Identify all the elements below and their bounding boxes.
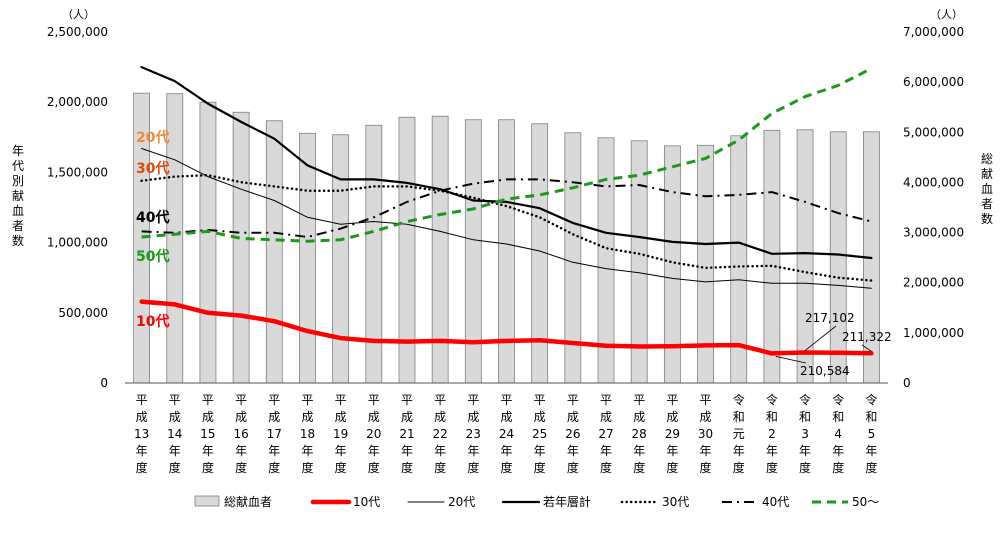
legend-label: 10代: [353, 495, 380, 509]
right-tick-label: 7,000,000: [903, 25, 964, 39]
legend-label: 30代: [662, 495, 689, 509]
x-tick-label: 平成 25 年度: [532, 393, 547, 475]
bar: [365, 124, 383, 384]
x-tick-label: 平成 16 年度: [233, 393, 248, 475]
bar: [763, 129, 781, 384]
bar: [332, 134, 350, 384]
line-series-group: [139, 65, 874, 356]
left-axis-label: 年代別献血者数: [12, 144, 24, 248]
inline-series-label: 10代: [136, 313, 169, 330]
right-tick-label: 4,000,000: [903, 175, 964, 189]
x-tick-label: 令和 3 年度: [799, 392, 811, 475]
x-tick-label: 平成 23 年度: [466, 393, 481, 475]
x-tick-label: 令和元年度: [733, 392, 745, 475]
inline-series-labels: 20代 30代 40代 50代 10代: [136, 129, 169, 330]
x-tick-label: 平成 29 年度: [665, 393, 680, 475]
leader-line: [775, 356, 807, 364]
legend: 総献血者 10代 20代 若年層計 30代 40代 50～: [194, 494, 879, 509]
bar: [199, 101, 217, 384]
right-tick-label: 0: [903, 376, 911, 390]
x-tick-label: 平成 22 年度: [433, 393, 448, 475]
x-tick-label: 平成 26 年度: [565, 393, 580, 475]
bar: [829, 131, 847, 384]
x-tick-label: 平成 18 年度: [300, 393, 315, 475]
series-line: [141, 148, 872, 289]
data-label: 210,584: [800, 364, 850, 378]
x-tick-label: 平成 27 年度: [598, 393, 613, 475]
x-tick-label: 平成 24 年度: [499, 393, 514, 475]
right-tick-label: 3,000,000: [903, 226, 964, 240]
x-axis-categories: 平成 13 年度 平成 14 年度 平成 15 年度 平成 16 年度 平成 17 年度 平成 18 年度 平成 19…: [134, 392, 877, 475]
x-tick-label: 平成 14 年度: [167, 393, 182, 475]
left-tick-label: 500,000: [58, 306, 108, 320]
data-label: 217,102: [805, 311, 855, 325]
legend-label: 若年層計: [543, 494, 591, 509]
x-tick-label: 令和 5 年度: [865, 392, 877, 475]
x-tick-label: 平成 21 年度: [399, 393, 414, 475]
left-tick-label: 0: [100, 376, 108, 390]
bar: [498, 119, 515, 384]
right-tick-label: 6,000,000: [903, 75, 964, 89]
left-tick-label: 1,500,000: [47, 165, 108, 179]
right-tick-label: 2,000,000: [903, 276, 964, 290]
legend-swatch: [194, 495, 220, 507]
legend-label: 20代: [448, 495, 475, 509]
series-line: [140, 65, 873, 260]
left-tick-label: 2,000,000: [47, 95, 108, 109]
x-tick-label: 平成 17 年度: [267, 393, 282, 475]
right-tick-label: 5,000,000: [903, 125, 964, 139]
left-axis-ticks: 0 500,000 1,000,000 1,500,000 2,000,000 2,500…: [47, 25, 108, 390]
x-tick-label: 平成 19 年度: [333, 393, 348, 475]
inline-series-label: 20代: [136, 129, 169, 146]
right-axis-label: 総献血者数: [981, 152, 993, 226]
inline-series-label: 40代: [136, 209, 169, 226]
legend-label: 40代: [762, 495, 789, 509]
x-tick-label: 令和 2 年度: [766, 392, 778, 475]
x-tick-label: 平成 28 年度: [632, 393, 647, 475]
series-line: [141, 67, 873, 243]
bar: [299, 132, 316, 384]
series-line: [141, 178, 872, 238]
legend-label: 総献血者: [224, 494, 272, 509]
right-axis-ticks: 0 1,000,000 2,000,000 3,000,000 4,000,000 5,0…: [903, 25, 964, 390]
series-line: [139, 299, 874, 356]
x-tick-label: 平成 13 年度: [134, 393, 149, 475]
leader-line: [804, 325, 837, 351]
annotations: 217,102 211,322 210,584: [775, 311, 892, 378]
left-tick-label: 1,000,000: [47, 236, 108, 250]
leader-line: [861, 344, 872, 352]
right-unit: （人）: [930, 8, 963, 21]
x-tick-label: 平成 15 年度: [200, 393, 215, 475]
inline-series-label: 50代: [136, 248, 169, 265]
x-tick-label: 平成 20 年度: [366, 393, 381, 475]
inline-series-label: 30代: [136, 160, 169, 177]
bar: [265, 120, 283, 384]
data-label: 211,322: [842, 330, 892, 344]
right-tick-label: 1,000,000: [903, 326, 964, 340]
left-unit: （人）: [62, 8, 95, 21]
bar: [796, 129, 814, 384]
series-line: [140, 173, 873, 282]
x-tick-label: 平成 30 年度: [698, 393, 713, 475]
legend-label: 50～: [852, 495, 879, 509]
left-tick-label: 2,500,000: [47, 25, 108, 39]
x-tick-label: 令和 4 年度: [832, 392, 844, 475]
bar: [232, 111, 250, 384]
